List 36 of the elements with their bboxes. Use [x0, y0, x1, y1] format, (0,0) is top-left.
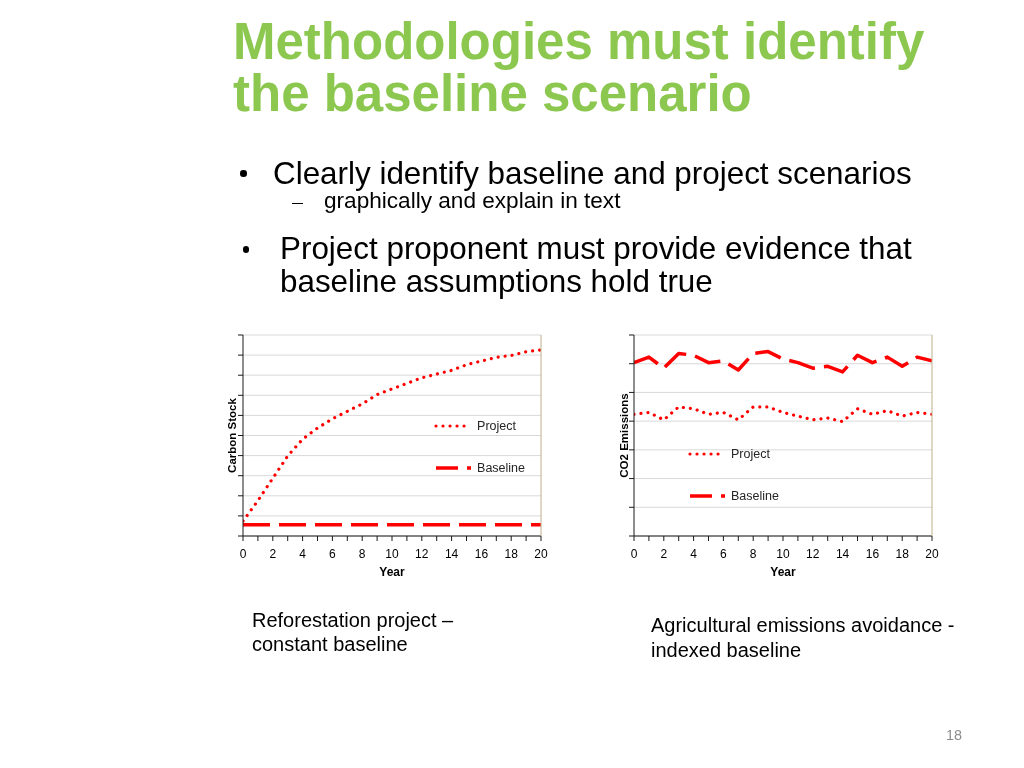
- y-axis-title: Carbon Stock: [226, 397, 238, 473]
- text: 18: [946, 727, 963, 743]
- x-tick-label: 8: [358, 546, 366, 561]
- x-tick-label: 18: [504, 546, 519, 561]
- x-tick-label: 2: [660, 546, 668, 561]
- x-tick-label: 2: [269, 546, 277, 561]
- legend-label: Baseline: [731, 489, 779, 503]
- x-tick-label: 6: [720, 546, 728, 561]
- text: Agricultural emissions avoidance - indexed baseline: [651, 612, 956, 663]
- x-tick-label: 8: [749, 546, 757, 561]
- text: Reforestation project – constant baseline: [252, 608, 455, 656]
- x-tick-label: 14: [835, 546, 850, 561]
- text: Project proponent must provide evidence that baseline assumptions hold true: [280, 231, 913, 299]
- x-tick-label: 4: [690, 546, 698, 561]
- x-tick-label: 12: [806, 546, 820, 561]
- x-tick-label: 0: [630, 546, 638, 561]
- x-tick-label: 18: [895, 546, 910, 561]
- x-tick-label: 14: [444, 546, 459, 561]
- x-tick-label: 0: [239, 546, 247, 561]
- x-tick-label: 6: [329, 546, 337, 561]
- x-tick-label: 20: [925, 546, 939, 561]
- x-axis-title: Year: [379, 565, 406, 579]
- x-axis-title: Year: [770, 565, 797, 579]
- x-tick-label: 4: [299, 546, 307, 561]
- legend-label: Project: [731, 447, 770, 461]
- x-tick-label: 12: [415, 546, 429, 561]
- legend-label: Project: [477, 418, 516, 433]
- chart-title: Methodologies must identify the baseline scenario: [233, 13, 926, 122]
- legend-label: Baseline: [477, 460, 525, 475]
- text: Clearly identify baseline and project scenarios: [273, 156, 913, 191]
- x-tick-label: 10: [776, 546, 790, 561]
- y-axis-title: CO2 Emissions: [618, 393, 630, 478]
- x-tick-label: 10: [385, 546, 399, 561]
- x-tick-label: 16: [474, 546, 489, 561]
- x-tick-label: 16: [865, 546, 880, 561]
- x-tick-label: 20: [534, 546, 548, 561]
